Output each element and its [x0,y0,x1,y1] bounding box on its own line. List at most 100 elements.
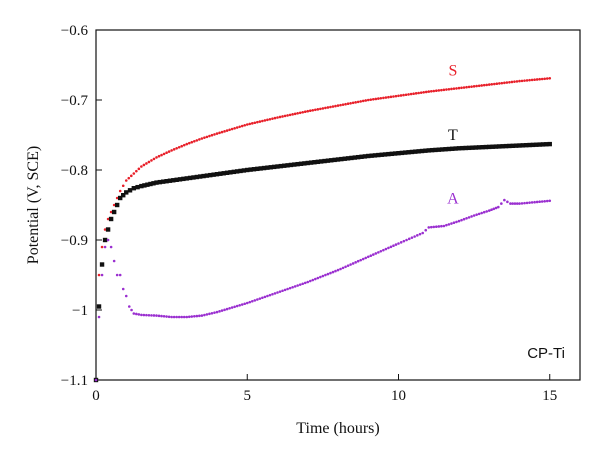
data-point [115,196,119,200]
data-point [359,100,362,103]
data-point [198,314,201,318]
data-point [455,220,458,224]
data-point [256,298,259,301]
data-point [345,156,351,161]
data-point [326,272,330,276]
data-point [276,291,279,294]
data-point [130,308,133,312]
data-point [374,252,378,255]
data-point [203,313,206,317]
data-point [241,168,247,173]
data-point [147,313,151,317]
data-point [171,178,176,183]
data-point [503,81,506,85]
data-point [319,275,322,279]
data-point [439,147,445,152]
data-point [182,143,186,147]
data-point [412,92,415,95]
data-point [94,378,98,382]
data-point [462,86,466,89]
data-point [530,142,536,148]
data-point [112,203,116,207]
data-point [392,244,395,248]
data-point [543,199,547,203]
data-point [470,215,473,218]
data-point [371,98,375,101]
data-point [442,224,446,228]
data-point [131,186,137,191]
data-point [361,257,365,261]
data-point [148,181,153,187]
data-point [129,174,133,178]
data-point [172,315,176,319]
data-point [140,165,143,168]
data-point [371,253,375,256]
data-point [145,313,148,317]
data-point [379,96,383,100]
data-point [150,159,153,162]
data-point [389,151,394,157]
data-point [520,79,524,83]
data-point [460,218,463,222]
data-point [121,184,125,188]
data-point [326,106,330,109]
data-point [195,314,199,318]
data-point [162,315,166,318]
data-point [121,287,125,291]
data-point [190,140,194,144]
data-point [187,315,191,319]
data-point [513,80,516,83]
data-point [204,173,210,178]
data-point [114,202,120,208]
series-S [94,77,552,382]
data-point [487,144,492,150]
data-point [437,225,441,228]
data-point [137,167,141,171]
data-point [369,254,373,257]
data-point [416,149,421,154]
data-point [245,301,249,305]
data-point [238,303,241,307]
y-tick-label: −1 [72,303,88,319]
data-point [103,228,107,231]
data-point [177,145,181,149]
data-point [142,313,146,317]
data-point [124,294,128,298]
data-point [157,179,163,185]
y-tick-label: −1.1 [61,373,88,389]
data-point [523,79,526,82]
data-point [135,184,140,190]
data-point [405,238,408,242]
data-point [100,245,104,249]
data-point [127,305,131,308]
data-point [341,266,345,270]
series-T [93,141,552,383]
data-point [324,273,327,277]
data-point [528,201,531,204]
data-point [187,175,193,181]
data-point [190,315,194,318]
data-point [145,162,148,165]
data-point [312,160,317,165]
data-point [238,125,241,129]
data-point [296,112,299,115]
data-point [403,150,408,155]
data-point [492,207,496,211]
data-point [476,145,482,150]
data-point [314,108,317,112]
data-point [392,151,398,156]
data-point [305,160,310,166]
data-point [318,159,324,164]
data-point [132,312,136,315]
series-label-A: A [447,191,459,208]
data-point [432,225,436,229]
data-point [538,77,541,81]
chart-annotation: CP-Ti [527,345,565,362]
data-point [248,300,252,304]
data-point [417,91,420,95]
data-point [520,143,526,148]
data-point [96,304,102,309]
x-tick-label: 15 [542,388,557,404]
y-tick-label: −0.6 [61,23,89,39]
